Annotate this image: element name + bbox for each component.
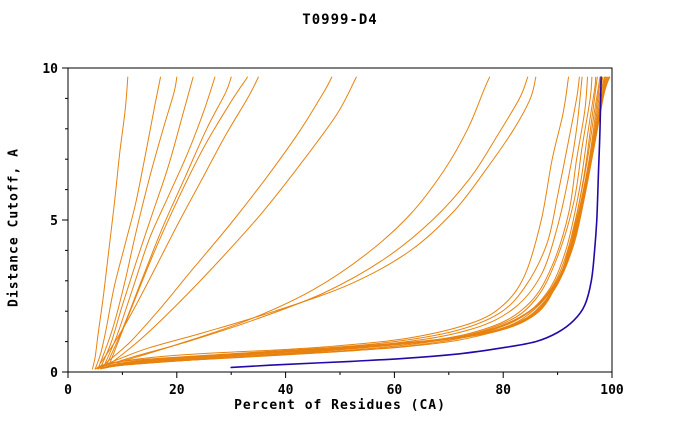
x-tick-label: 60 bbox=[387, 383, 403, 398]
x-tick-label: 0 bbox=[64, 383, 72, 398]
series-model-06 bbox=[105, 76, 232, 367]
series-model-05 bbox=[102, 76, 216, 368]
x-tick-label: 20 bbox=[169, 383, 185, 398]
series-model-08 bbox=[100, 76, 259, 364]
series-model-19 bbox=[105, 76, 597, 368]
series-model-11 bbox=[116, 76, 491, 364]
y-tick-label: 5 bbox=[50, 214, 58, 229]
series-model-03 bbox=[97, 76, 178, 370]
x-axis-label: Percent of Residues (CA) bbox=[234, 398, 446, 413]
series-model-04 bbox=[100, 76, 194, 368]
chart-title: T0999-D4 bbox=[302, 12, 378, 28]
y-tick-label: 10 bbox=[42, 62, 58, 77]
plot-border bbox=[67, 67, 613, 373]
series-model-25 bbox=[116, 76, 606, 366]
series-best-model bbox=[230, 76, 602, 369]
series-model-28 bbox=[121, 76, 609, 365]
x-tick-label: 40 bbox=[278, 383, 294, 398]
series-model-22 bbox=[111, 76, 602, 368]
series-model-01 bbox=[91, 76, 129, 370]
series-model-10 bbox=[111, 76, 357, 364]
x-tick-label: 80 bbox=[495, 383, 511, 398]
series-model-09 bbox=[105, 76, 333, 364]
series-model-07 bbox=[108, 76, 248, 367]
series-model-02 bbox=[94, 76, 161, 370]
series-model-13 bbox=[97, 76, 529, 369]
series-model-29 bbox=[121, 76, 610, 364]
series-model-20 bbox=[105, 76, 598, 368]
series-model-27 bbox=[119, 76, 608, 365]
series-model-12 bbox=[94, 76, 537, 370]
series-model-21 bbox=[108, 76, 601, 368]
y-tick-label: 0 bbox=[50, 366, 58, 381]
series-model-24 bbox=[113, 76, 605, 367]
x-tick-label: 100 bbox=[600, 383, 624, 398]
y-axis-label: Distance Cutoff, A bbox=[6, 148, 22, 307]
series-model-26 bbox=[116, 76, 606, 366]
series-model-31 bbox=[132, 76, 611, 364]
series-model-14 bbox=[94, 76, 569, 370]
series-model-23 bbox=[111, 76, 604, 367]
